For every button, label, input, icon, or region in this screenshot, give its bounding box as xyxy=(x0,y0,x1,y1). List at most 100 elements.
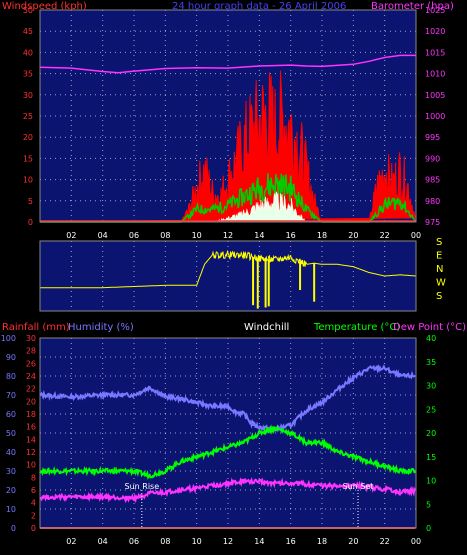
rainfall-tick-label: 6 xyxy=(31,486,36,495)
x-tick-label: 04 xyxy=(98,537,108,546)
humidity-tick-label: 60 xyxy=(6,410,16,419)
x-tick-label: 04 xyxy=(98,231,108,240)
x-tick-label: 02 xyxy=(66,231,76,240)
humidity-tick-label: 100 xyxy=(1,334,16,343)
barometer-tick-label: 990 xyxy=(425,154,440,163)
rainfall-axis-label: Rainfall (mm) xyxy=(2,322,70,333)
barometer-tick-label: 995 xyxy=(425,133,440,142)
windspeed-tick-label: 50 xyxy=(23,6,33,15)
chart-title: 24 hour graph data - 26 April 2006 xyxy=(172,1,346,12)
compass-label: N xyxy=(436,264,443,275)
temperature-axis-label: Temperature (°C) xyxy=(313,322,400,333)
barometer-tick-label: 1010 xyxy=(425,70,445,79)
x-tick-label: 12 xyxy=(223,537,233,546)
x-tick-label: 20 xyxy=(348,231,358,240)
x-tick-label: 18 xyxy=(317,231,327,240)
temperature-tick-label: 0 xyxy=(426,524,431,533)
rainfall-tick-label: 8 xyxy=(31,473,36,482)
x-tick-label: 08 xyxy=(160,231,170,240)
x-tick-label: 22 xyxy=(380,231,390,240)
x-tick-label: 16 xyxy=(286,231,296,240)
barometer-series xyxy=(39,54,416,74)
humidity-tick-label: 10 xyxy=(6,505,16,514)
x-tick-label: 00 xyxy=(411,537,421,546)
windspeed-tick-label: 35 xyxy=(23,70,33,79)
barometer-tick-label: 975 xyxy=(425,218,440,227)
x-tick-label: 14 xyxy=(254,231,264,240)
x-tick-label: 20 xyxy=(348,537,358,546)
rainfall-tick-label: 24 xyxy=(26,372,36,381)
rainfall-tick-label: 30 xyxy=(26,334,36,343)
rainfall-tick-label: 12 xyxy=(26,448,36,457)
compass-label: W xyxy=(436,278,446,289)
windchill-label: Windchill xyxy=(244,322,289,333)
x-tick-label: 16 xyxy=(286,537,296,546)
windspeed-tick-label: 15 xyxy=(23,154,33,163)
temperature-tick-label: 20 xyxy=(426,429,436,438)
windspeed-tick-label: 45 xyxy=(23,27,33,36)
windspeed-tick-label: 10 xyxy=(23,176,33,185)
temperature-tick-label: 30 xyxy=(426,382,436,391)
x-tick-label: 14 xyxy=(254,537,264,546)
x-tick-label: 00 xyxy=(411,231,421,240)
temperature-tick-label: 25 xyxy=(426,405,436,414)
humidity-tick-label: 40 xyxy=(6,448,16,457)
windspeed-tick-label: 20 xyxy=(23,133,33,142)
dewpoint-series xyxy=(39,477,417,504)
rainfall-tick-label: 28 xyxy=(26,347,36,356)
humidity-tick-label: 20 xyxy=(6,486,16,495)
x-tick-label: 06 xyxy=(129,537,139,546)
temperature-tick-label: 15 xyxy=(426,453,436,462)
compass-label: S xyxy=(436,291,442,302)
humidity-tick-label: 30 xyxy=(6,467,16,476)
temperature-tick-label: 5 xyxy=(426,500,431,509)
humidity-tick-label: 50 xyxy=(6,429,16,438)
windspeed-axis-label: Windspeed (kph) xyxy=(2,1,87,12)
barometer-tick-label: 1005 xyxy=(425,91,445,100)
x-tick-label: 12 xyxy=(223,231,233,240)
x-tick-label: 06 xyxy=(129,231,139,240)
rainfall-tick-label: 22 xyxy=(26,385,36,394)
rainfall-tick-label: 18 xyxy=(26,410,36,419)
barometer-axis-label: Barometer (hpa) xyxy=(371,1,454,12)
barometer-tick-label: 1025 xyxy=(425,6,445,15)
windspeed-tick-label: 40 xyxy=(23,48,33,57)
x-tick-label: 22 xyxy=(380,537,390,546)
barometer-tick-label: 1000 xyxy=(425,112,445,121)
x-tick-label: 10 xyxy=(192,537,202,546)
windspeed-tick-label: 5 xyxy=(28,197,33,206)
rainfall-tick-label: 14 xyxy=(26,435,36,444)
x-tick-label: 18 xyxy=(317,537,327,546)
sun-event-label: Sun Rise xyxy=(125,482,160,491)
temperature-series xyxy=(39,424,416,480)
windspeed-tick-label: 30 xyxy=(23,91,33,100)
x-tick-label: 10 xyxy=(192,231,202,240)
rainfall-tick-label: 4 xyxy=(31,499,36,508)
sun-event-label: Sun Set xyxy=(343,482,374,491)
rainfall-tick-label: 0 xyxy=(31,524,36,533)
barometer-tick-label: 1020 xyxy=(425,27,445,36)
humidity-tick-label: 0 xyxy=(11,524,16,533)
windspeed-tick-label: 0 xyxy=(28,218,33,227)
humidity-series xyxy=(39,364,416,433)
compass-label: E xyxy=(436,251,442,262)
humidity-tick-label: 70 xyxy=(6,391,16,400)
barometer-tick-label: 985 xyxy=(425,176,440,185)
rainfall-tick-label: 10 xyxy=(26,461,36,470)
windspeed-tick-label: 25 xyxy=(23,112,33,121)
rainfall-tick-label: 2 xyxy=(31,511,36,520)
x-tick-label: 08 xyxy=(160,537,170,546)
barometer-tick-label: 980 xyxy=(425,197,440,206)
wind-direction-series xyxy=(40,249,416,289)
rainfall-tick-label: 26 xyxy=(26,359,36,368)
humidity-tick-label: 90 xyxy=(6,353,16,362)
temperature-tick-label: 35 xyxy=(426,358,436,367)
temperature-tick-label: 10 xyxy=(426,477,436,486)
rainfall-tick-label: 20 xyxy=(26,397,36,406)
barometer-tick-label: 1015 xyxy=(425,48,445,57)
rainfall-tick-label: 16 xyxy=(26,423,36,432)
compass-label: S xyxy=(436,237,442,248)
dewpoint-axis-label: Dew Point (°C) xyxy=(393,322,466,333)
humidity-tick-label: 80 xyxy=(6,372,16,381)
